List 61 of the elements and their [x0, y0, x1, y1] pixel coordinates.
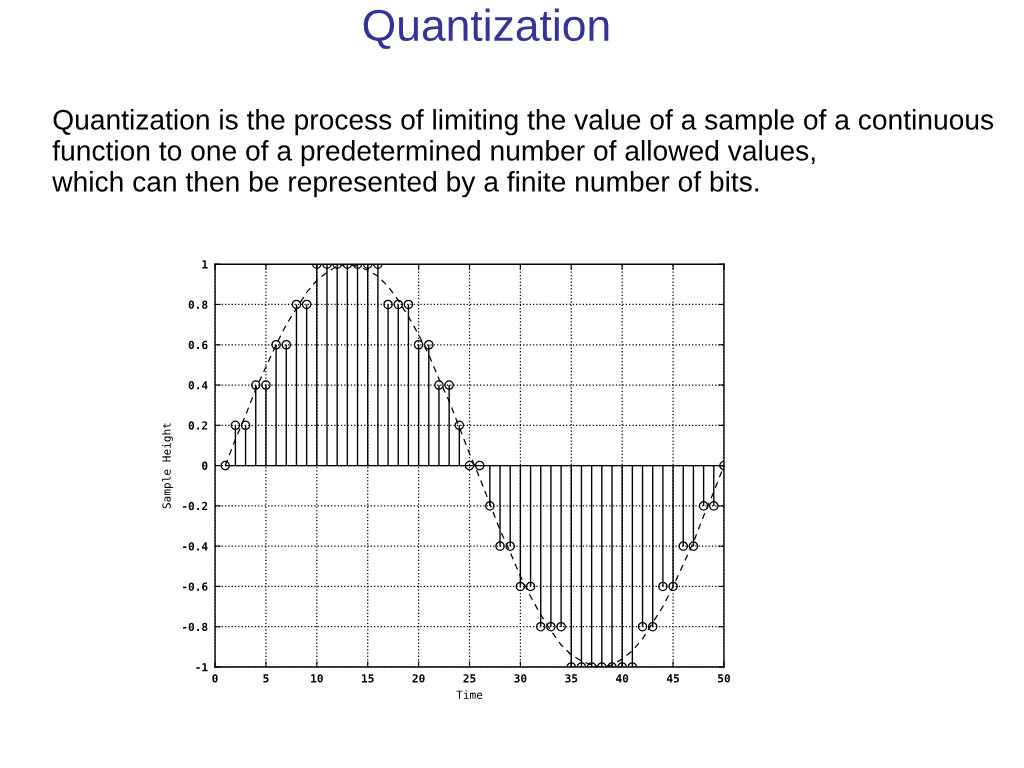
- point: [301, 299, 312, 310]
- y-tick-label: -1: [196, 663, 208, 672]
- y-tick-label: 0: [202, 461, 208, 470]
- chart-subtitle: Quantization is the process of limiting the value of a sample of a continuous function to one of a predetermined number of allowed values, which can then be represented by a finite number of bits.: [52, 109, 994, 198]
- x-tick-label: 30: [514, 674, 527, 683]
- point: [474, 460, 485, 471]
- y-tick-label: -0.8: [182, 622, 208, 632]
- point: [668, 581, 678, 592]
- point: [434, 380, 444, 390]
- point: [505, 541, 516, 551]
- point: [271, 339, 281, 350]
- y-tick-label: 0.8: [188, 300, 208, 309]
- point: [393, 299, 404, 310]
- point: [485, 501, 495, 511]
- point: [515, 581, 526, 592]
- point: [637, 621, 648, 632]
- x-tick-label: 10: [311, 674, 323, 683]
- point: [281, 339, 292, 350]
- y-tick-label: 0.4: [188, 381, 208, 390]
- point: [464, 460, 475, 471]
- point: [240, 420, 251, 431]
- point: [444, 380, 454, 390]
- point: [383, 299, 393, 310]
- point: [454, 420, 465, 431]
- point: [220, 460, 231, 471]
- x-tick-label: 50: [718, 674, 730, 683]
- point: [688, 541, 699, 551]
- x-tick-label: 15: [362, 674, 374, 683]
- x-axis-title: Time: [456, 690, 483, 699]
- point: [698, 501, 709, 511]
- y-tick-label: 0.2: [188, 421, 208, 430]
- x-tick-label: 45: [666, 674, 680, 683]
- point: [678, 541, 689, 551]
- x-tick-label: 20: [412, 674, 425, 683]
- y-tick-label: -0.4: [182, 542, 208, 551]
- point: [495, 541, 505, 551]
- point: [546, 621, 556, 632]
- point: [423, 339, 434, 350]
- y-tick-label: -0.6: [182, 582, 208, 591]
- point: [556, 621, 566, 632]
- y-tick-label: 0.6: [188, 340, 208, 350]
- y-tick-label: -0.2: [182, 501, 208, 511]
- point: [261, 380, 271, 390]
- point: [647, 621, 658, 632]
- x-tick-label: 25: [463, 674, 476, 683]
- point: [250, 380, 261, 390]
- point: [525, 581, 536, 592]
- chart-title: Quantization: [363, 8, 609, 50]
- x-tick-label: 35: [565, 674, 578, 683]
- y-axis-title: Sample Height: [162, 423, 174, 509]
- point: [230, 420, 241, 431]
- point: [658, 581, 668, 592]
- y-tick-label: 1: [202, 260, 208, 269]
- x-tick-label: 5: [263, 674, 269, 683]
- point: [291, 299, 302, 310]
- point: [708, 501, 719, 511]
- point: [413, 339, 424, 350]
- point: [403, 299, 414, 310]
- point: [535, 621, 546, 632]
- x-tick-label: 40: [616, 674, 629, 683]
- x-tick-label: 0: [212, 674, 218, 683]
